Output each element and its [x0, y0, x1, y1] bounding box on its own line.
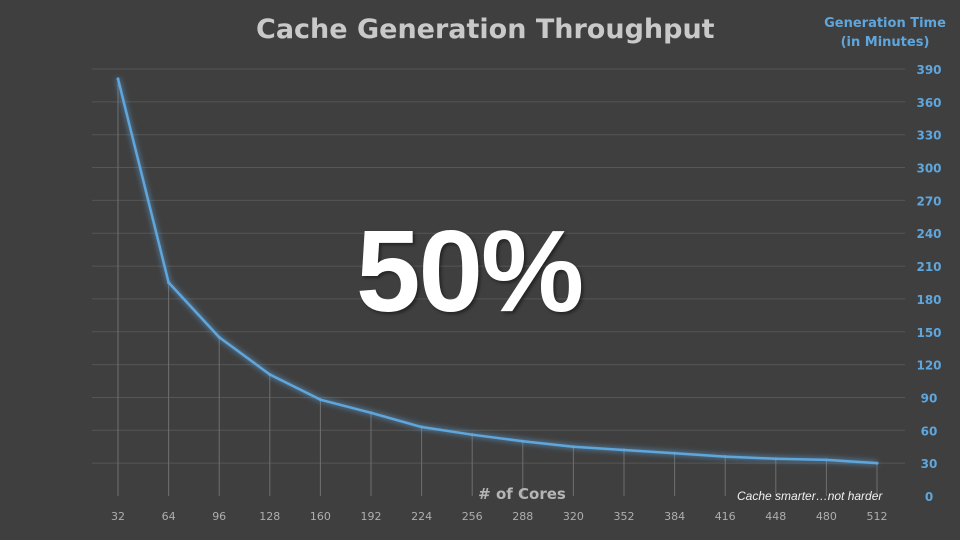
- data-point-480: [824, 458, 828, 462]
- data-point-512: [875, 461, 879, 465]
- y-tick-label-270: 270: [916, 194, 941, 208]
- x-tick-labels: 32 64 96 128 160 192 224 256 288 320 352 384 416 448 4…: [111, 510, 888, 523]
- y-tick-label-90: 90: [921, 391, 938, 405]
- x-tick-label-96: 96: [212, 510, 226, 523]
- grid-lines: [92, 68, 905, 464]
- x-tick-label-448: 448: [765, 510, 786, 523]
- x-tick-label-224: 224: [411, 510, 432, 523]
- y-tick-label-390: 390: [916, 63, 941, 77]
- y-tick-label-330: 330: [916, 129, 941, 143]
- data-point-192: [369, 411, 373, 415]
- data-point-448: [774, 457, 778, 461]
- x-tick-label-256: 256: [462, 510, 483, 523]
- y-tick-label-0: 0: [925, 490, 933, 504]
- data-point-224: [420, 425, 424, 429]
- series-layer: [116, 77, 879, 465]
- data-point-256: [470, 433, 474, 437]
- y-tick-label-210: 210: [916, 260, 941, 274]
- data-point-64: [167, 281, 171, 284]
- data-point-416: [723, 455, 727, 459]
- data-point-96: [217, 335, 221, 339]
- y-tick-label-300: 300: [916, 162, 941, 176]
- x-tick-label-352: 352: [614, 510, 635, 523]
- x-tick-label-160: 160: [310, 510, 331, 523]
- y-axis-title: Generation Time (in Minutes): [820, 14, 950, 52]
- x-tick-label-32: 32: [111, 510, 125, 523]
- x-tick-label-288: 288: [512, 510, 533, 523]
- x-tick-label-320: 320: [563, 510, 584, 523]
- y-tick-label-240: 240: [916, 227, 941, 241]
- x-tick-label-416: 416: [715, 510, 736, 523]
- x-axis-title: # of Cores: [478, 485, 566, 503]
- data-point-352: [622, 448, 626, 452]
- y-tick-label-120: 120: [916, 359, 941, 373]
- chart-title: Cache Generation Throughput: [256, 14, 715, 45]
- y-tick-label-360: 360: [916, 96, 941, 110]
- y-tick-label-180: 180: [916, 293, 941, 307]
- data-point-160: [318, 398, 322, 402]
- y-axis-title-line-1: Generation Time: [824, 16, 946, 31]
- drop-lines: [117, 78, 878, 496]
- y-tick-label-60: 60: [921, 424, 938, 438]
- data-point-384: [673, 451, 677, 455]
- data-point-32: [116, 77, 120, 81]
- x-tick-label-480: 480: [816, 510, 837, 523]
- data-point-288: [521, 439, 525, 443]
- x-tick-label-192: 192: [361, 510, 382, 523]
- data-point-320: [571, 445, 575, 449]
- data-point-128: [268, 372, 272, 376]
- y-axis-title-line-2: (in Minutes): [840, 35, 930, 50]
- x-tick-label-128: 128: [259, 510, 280, 523]
- y-tick-labels: 0 30 60 90 120 150 180 210 240 270 300 330 360 390: [916, 63, 941, 504]
- y-tick-label-150: 150: [916, 326, 941, 340]
- series-line: [116, 78, 878, 465]
- x-tick-label-64: 64: [162, 510, 176, 523]
- tagline: Cache smarter…not harder: [737, 489, 883, 503]
- big-stat: 50%: [356, 206, 584, 336]
- x-tick-label-512: 512: [867, 510, 888, 523]
- y-tick-label-30: 30: [921, 457, 938, 471]
- x-tick-label-384: 384: [664, 510, 685, 523]
